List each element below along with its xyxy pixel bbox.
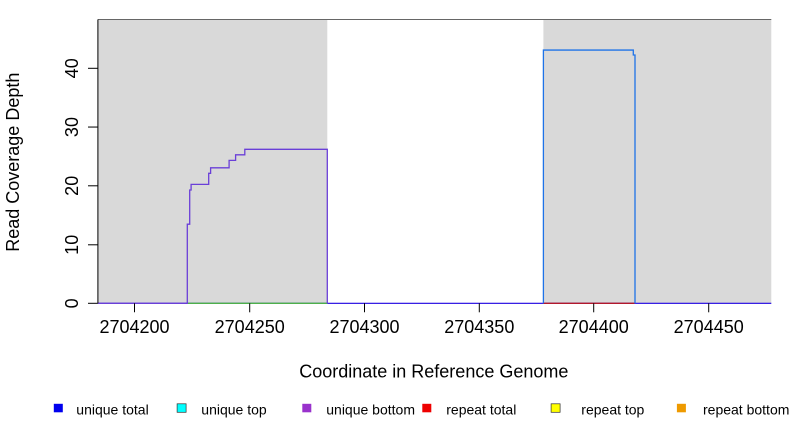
svg-text:unique top: unique top <box>201 402 267 418</box>
svg-text:unique bottom: unique bottom <box>326 402 415 418</box>
svg-text:repeat top: repeat top <box>581 402 644 418</box>
svg-text:2704200: 2704200 <box>99 317 169 337</box>
svg-text:10: 10 <box>62 235 82 255</box>
svg-text:2704250: 2704250 <box>215 317 285 337</box>
svg-text:Coordinate in Reference Genome: Coordinate in Reference Genome <box>299 362 568 382</box>
svg-text:30: 30 <box>62 117 82 137</box>
svg-text:40: 40 <box>62 58 82 78</box>
svg-text:2704300: 2704300 <box>329 317 399 337</box>
svg-text:20: 20 <box>62 176 82 196</box>
svg-text:0: 0 <box>62 298 82 308</box>
svg-text:2704450: 2704450 <box>674 317 744 337</box>
svg-text:unique total: unique total <box>76 402 148 418</box>
svg-text:2704350: 2704350 <box>444 317 514 337</box>
svg-text:repeat bottom: repeat bottom <box>703 402 789 418</box>
svg-text:repeat total: repeat total <box>446 402 516 418</box>
svg-text:Read Coverage Depth: Read Coverage Depth <box>3 73 23 252</box>
svg-text:2704400: 2704400 <box>559 317 629 337</box>
